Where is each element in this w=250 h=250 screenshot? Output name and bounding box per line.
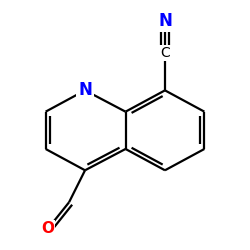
Text: O: O (41, 222, 54, 236)
Text: N: N (78, 81, 92, 99)
Text: C: C (160, 46, 170, 60)
Text: N: N (158, 12, 172, 30)
